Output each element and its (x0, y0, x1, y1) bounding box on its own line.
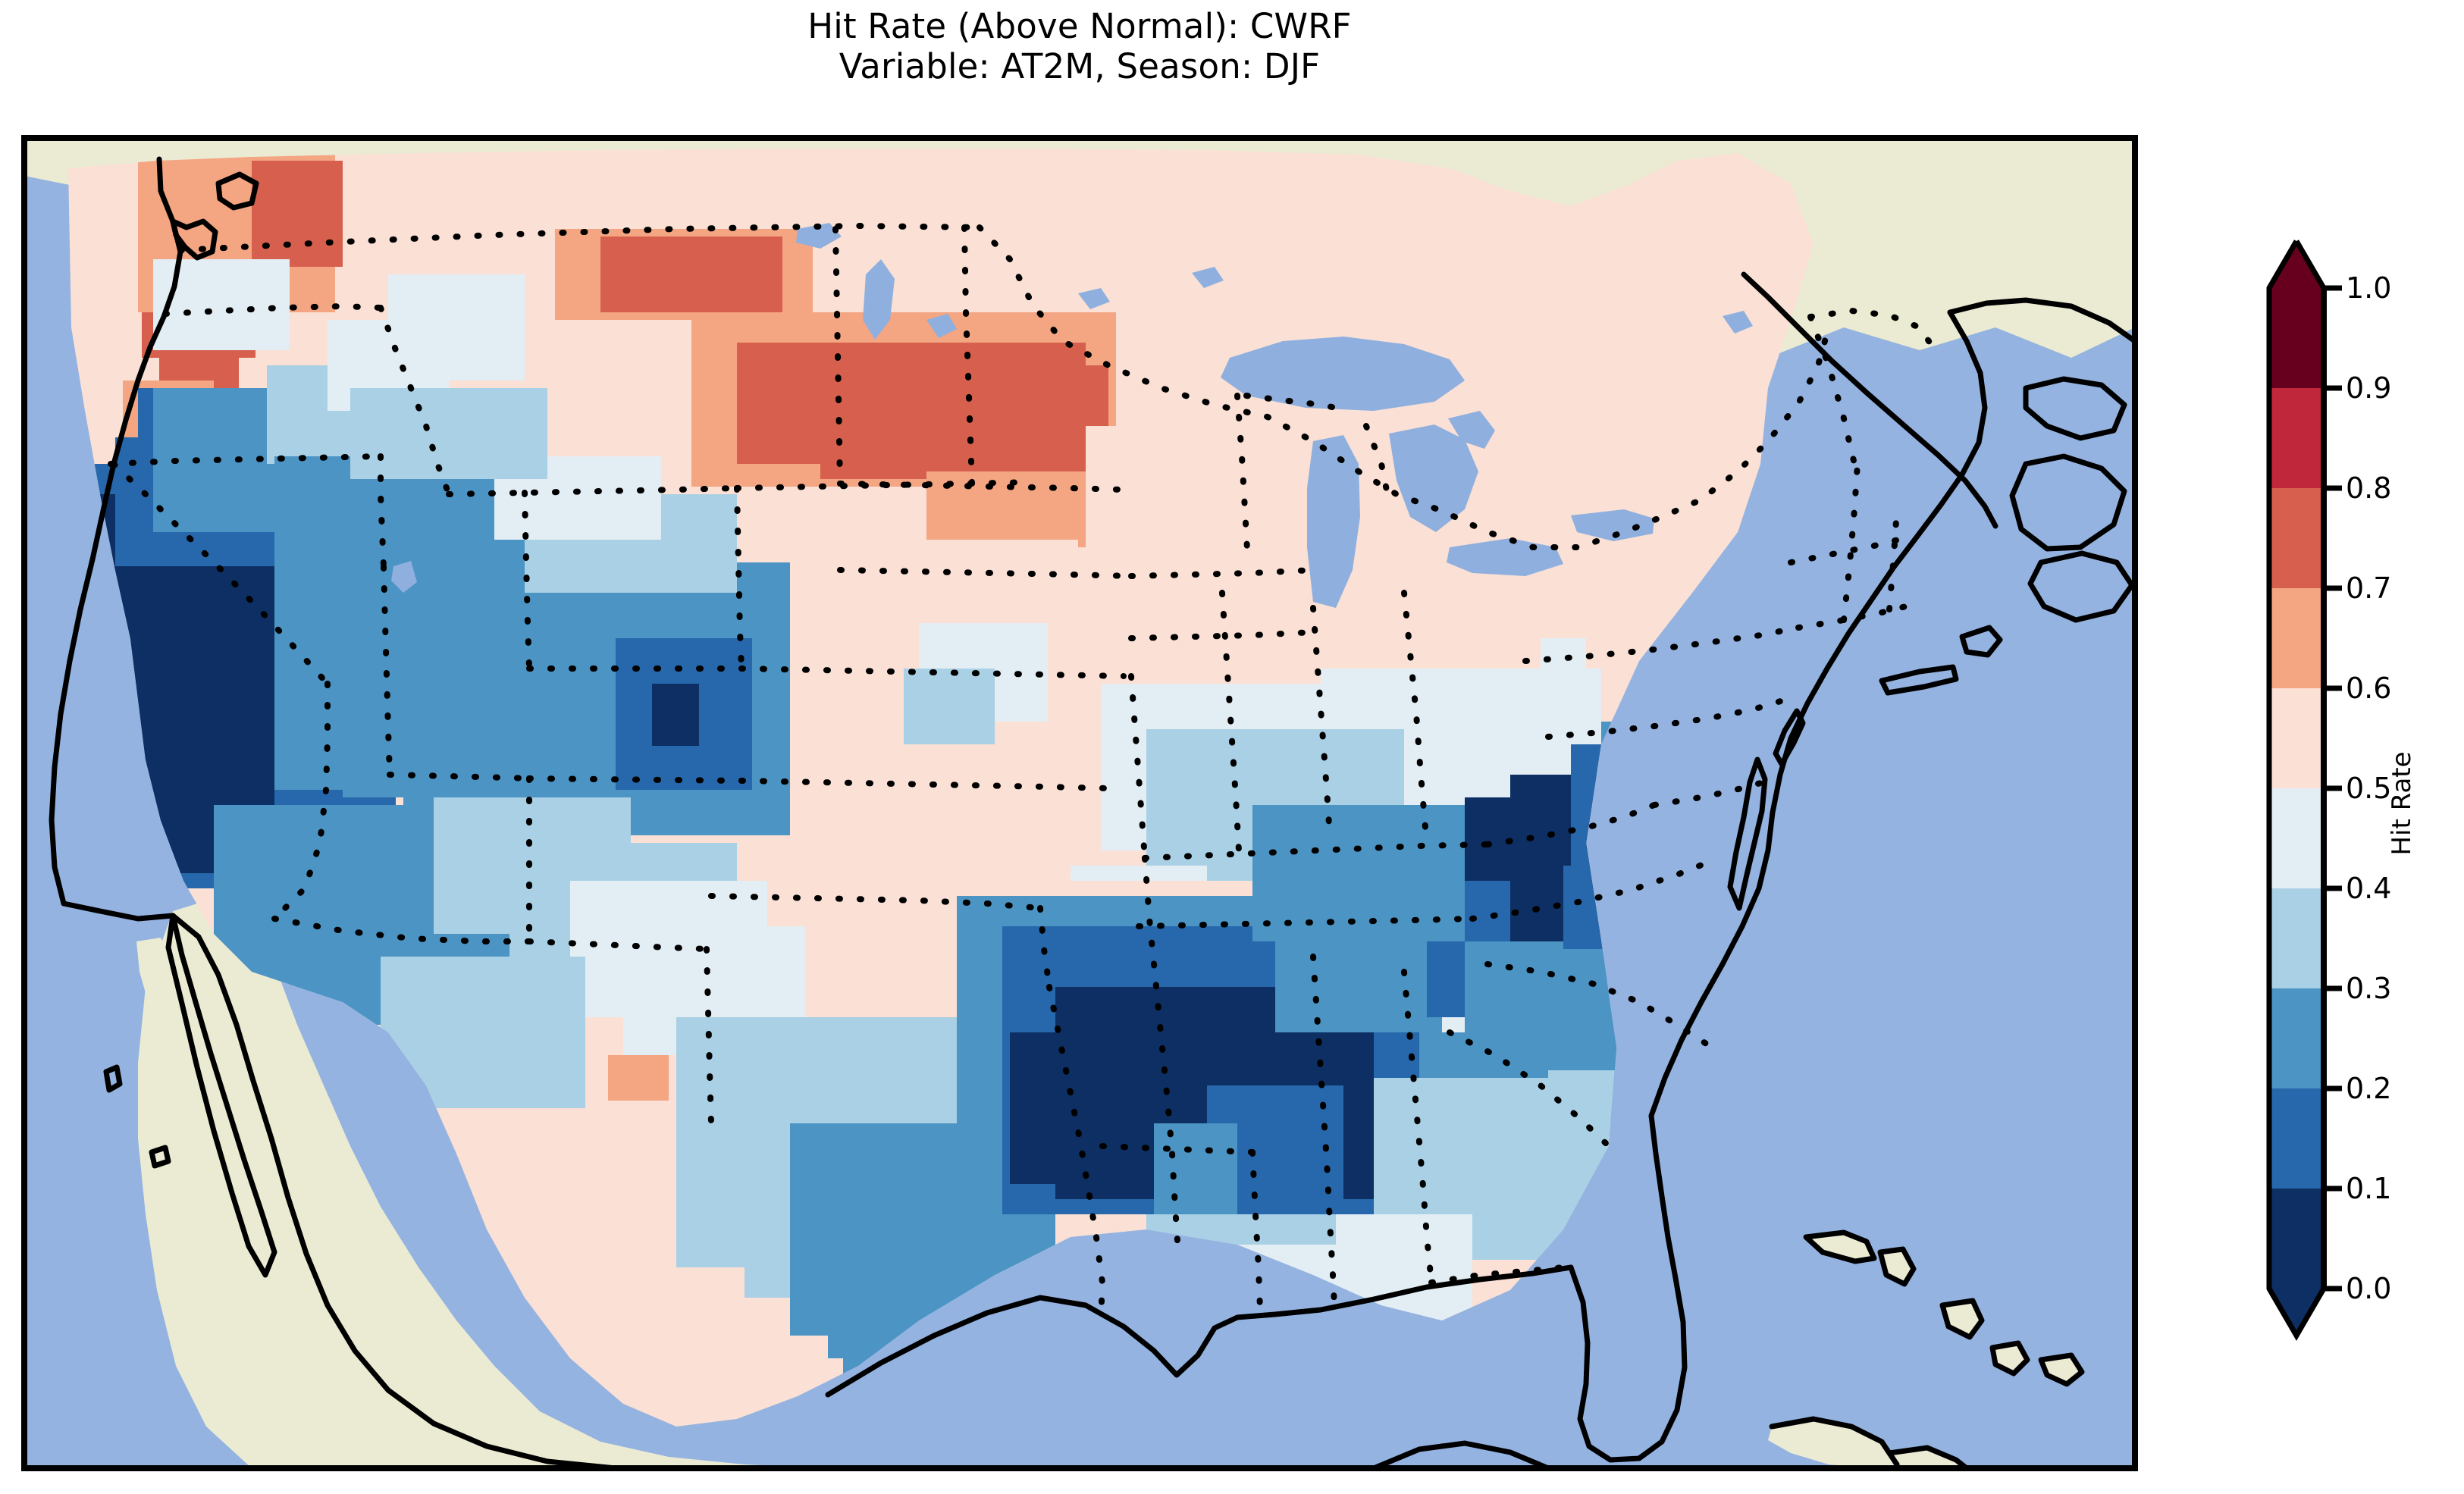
coastlines (49, 156, 2135, 1468)
colorbar-swatches (2266, 240, 2342, 1341)
colorbar-tick-7: 0.4 (2346, 872, 2392, 905)
chart-title-line-2: Variable: AT2M, Season: DJF (839, 46, 1321, 87)
colorbar-axis-label: Hit Rate (2387, 751, 2417, 856)
great-lakes (391, 223, 1753, 608)
map-frame (24, 138, 2135, 1468)
chart-title-block: Hit Rate (Above Normal): CWRF Variable: … (0, 6, 2159, 86)
colorbar-tick-8: 0.3 (2346, 972, 2392, 1005)
state-boundaries (108, 222, 1938, 1323)
colorbar-tick-4: 0.7 (2346, 572, 2392, 605)
colorbar-tick-3: 0.8 (2346, 471, 2392, 505)
colorbar-tick-10: 0.1 (2346, 1172, 2392, 1205)
hit-rate-raster (68, 149, 1814, 1427)
colorbar-tick-11: 0.0 (2346, 1272, 2392, 1305)
map-plot-area (21, 135, 2138, 1471)
colorbar-tick-1: 1.0 (2346, 271, 2392, 305)
colorbar[interactable]: 1.0 0.9 0.8 0.7 0.6 0.5 0.4 0.3 0.2 0.1 … (2264, 227, 2464, 1380)
colorbar-tick-5: 0.6 (2346, 672, 2392, 705)
colorbar-tick-2: 0.9 (2346, 371, 2392, 405)
colorbar-tick-6: 0.5 (2346, 772, 2392, 805)
map-raster (24, 138, 2135, 1468)
colorbar-tick-9: 0.2 (2346, 1072, 2392, 1105)
chart-title-line-1: Hit Rate (Above Normal): CWRF (807, 6, 1352, 46)
